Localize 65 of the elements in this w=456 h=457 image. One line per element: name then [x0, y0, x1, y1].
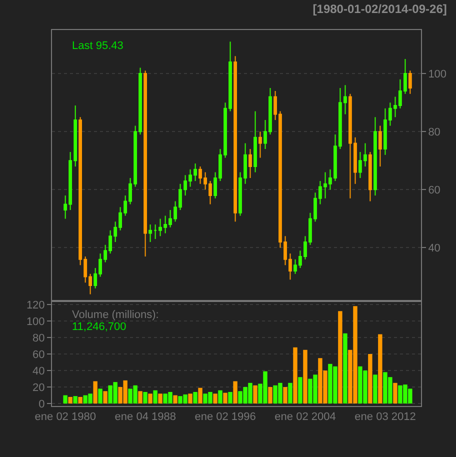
x-tick-label: ene 02 2004 — [274, 411, 336, 424]
candlestick — [148, 224, 152, 242]
y-tick-label: 80 — [428, 126, 440, 138]
bar — [73, 396, 78, 404]
bar — [193, 392, 198, 404]
bar — [93, 381, 98, 404]
bar — [218, 390, 222, 404]
candlestick — [234, 56, 237, 222]
candlestick — [378, 125, 382, 167]
bar — [293, 347, 298, 404]
y-tick-label: 40 — [32, 365, 45, 378]
bar — [103, 391, 108, 404]
bar — [393, 382, 398, 404]
candlestick — [254, 110, 257, 173]
chart-title: [1980-01-02/2014-09-26] — [312, 2, 447, 16]
bar — [223, 392, 228, 404]
bar — [228, 392, 232, 404]
candlestick — [144, 70, 148, 257]
y-tick-label: 100 — [26, 316, 45, 328]
bar — [148, 394, 152, 404]
candlestick — [258, 131, 262, 158]
y-tick-label: 100 — [428, 68, 447, 80]
y-tick-label: 40 — [428, 242, 440, 255]
y-tick-label: 60 — [428, 184, 440, 197]
x-tick-label: ene 03 2012 — [354, 411, 416, 424]
bar — [198, 388, 202, 404]
bar — [143, 392, 148, 404]
y-tick-label: 60 — [32, 348, 45, 361]
bar — [368, 354, 372, 404]
bar — [188, 394, 192, 404]
candlestick — [154, 224, 158, 240]
bar — [268, 387, 272, 404]
bar — [158, 394, 162, 404]
bar — [298, 377, 302, 404]
bar — [78, 396, 82, 404]
bar — [338, 311, 342, 404]
bar — [233, 381, 238, 404]
bar — [153, 390, 158, 404]
candlestick — [408, 70, 412, 94]
bar — [373, 374, 378, 404]
candlestick — [374, 116, 377, 196]
bar — [213, 394, 218, 404]
bar — [283, 387, 288, 404]
annotation: Last 95.43 — [72, 40, 124, 52]
bar — [173, 395, 178, 404]
candlestick — [248, 148, 252, 179]
annotation: Volume (millions): — [72, 309, 159, 321]
bar — [378, 334, 382, 404]
bar — [63, 395, 68, 404]
x-tick-label: ene 02 1996 — [194, 411, 256, 424]
y-tick-label: 20 — [32, 382, 45, 394]
bar — [253, 385, 258, 404]
bar — [98, 388, 102, 404]
y-tick-label: 0 — [38, 398, 45, 410]
bar — [343, 333, 348, 404]
x-tick-label: ene 02 1980 — [34, 411, 96, 424]
bar — [138, 391, 142, 404]
y-tick-label: 120 — [26, 299, 45, 312]
annotation: 11,246,700 — [72, 321, 126, 333]
candlestick — [368, 151, 372, 202]
bar — [303, 350, 308, 404]
y-tick-label: 80 — [32, 332, 45, 344]
bar — [68, 396, 72, 404]
bar — [288, 382, 292, 404]
x-tick-label: ene 04 1988 — [114, 411, 176, 424]
